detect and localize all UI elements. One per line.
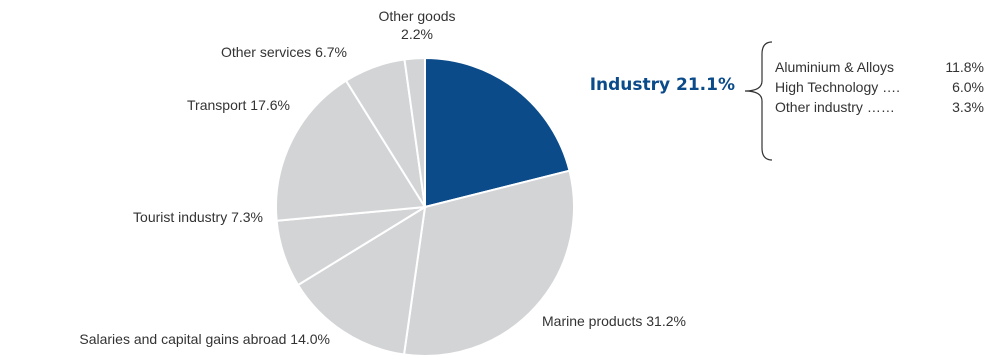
breakdown-label-high-technology: High Technology …. bbox=[775, 79, 900, 95]
slice-label-transport: Transport 17.6% bbox=[187, 97, 290, 113]
breakdown-brace bbox=[744, 41, 773, 161]
pie-slice-other-goods bbox=[403, 56, 426, 208]
slice-label-salaries-and-capital-gains-abroad: Salaries and capital gains abroad 14.0% bbox=[79, 331, 330, 347]
slice-label-tourist-industry: Tourist industry 7.3% bbox=[133, 209, 263, 225]
pie-slice-marine-products bbox=[402, 169, 575, 357]
slice-label-other-goods: Other goods 2.2% bbox=[378, 8, 455, 42]
slice-label-industry: Industry 21.1% bbox=[590, 75, 735, 95]
pie-slice-industry bbox=[424, 56, 571, 209]
pie-slice-salaries-and-capital-gains-abroad bbox=[296, 205, 427, 356]
breakdown-list: Aluminium & Alloys 11.8% High Technology …… bbox=[775, 59, 984, 115]
pie-slices bbox=[275, 56, 575, 357]
breakdown-value-aluminium-alloys: 11.8% bbox=[945, 59, 984, 75]
industry-breakdown: Aluminium & Alloys 11.8% High Technology …… bbox=[744, 41, 984, 161]
breakdown-label-aluminium-alloys: Aluminium & Alloys bbox=[775, 59, 894, 75]
slice-label-other-services: Other services 6.7% bbox=[221, 44, 347, 60]
breakdown-label-other-industry: Other industry …… bbox=[775, 99, 895, 115]
pie-slice-transport bbox=[275, 79, 427, 222]
slice-labels: Industry 21.1% Marine products 31.2% Salar… bbox=[79, 8, 735, 347]
slice-label-marine-products: Marine products 31.2% bbox=[542, 313, 686, 329]
breakdown-value-other-industry: 3.3% bbox=[952, 99, 984, 115]
breakdown-value-high-technology: 6.0% bbox=[952, 79, 984, 95]
